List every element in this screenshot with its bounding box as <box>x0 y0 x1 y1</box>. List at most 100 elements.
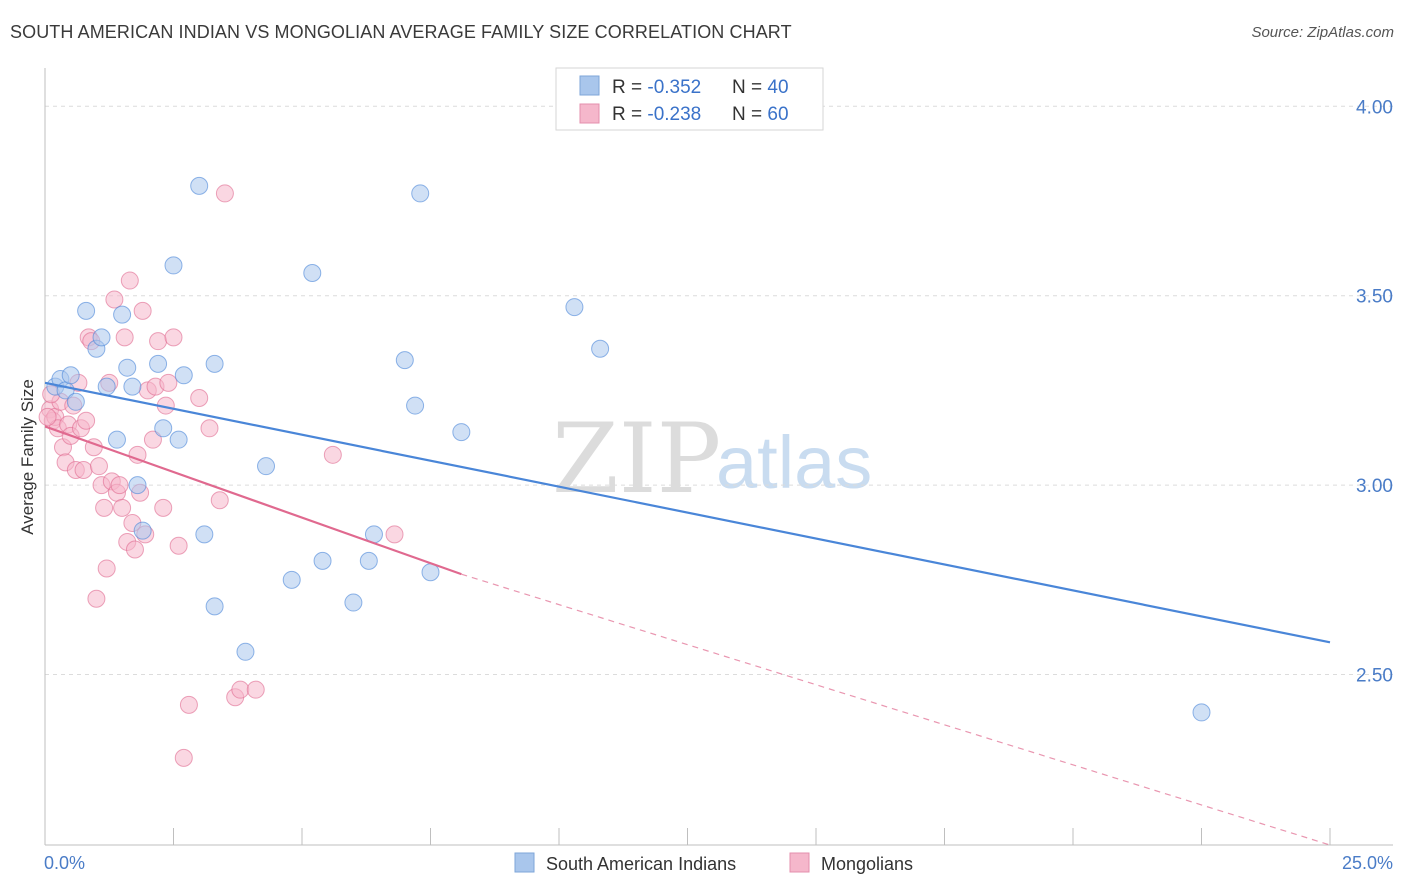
point-south-american-indians-32 <box>395 351 414 370</box>
point-south-american-indians-19 <box>174 366 193 385</box>
point-south-american-indians-17 <box>164 256 183 275</box>
point-south-american-indians-20 <box>190 176 209 195</box>
y-tick-label-3: 4.00 <box>1356 97 1393 118</box>
watermark-atlas: atlas <box>716 421 872 504</box>
point-mongolians-34 <box>128 445 147 464</box>
point-mongolians-13 <box>74 460 93 479</box>
legend-swatch-mongolians <box>579 103 600 124</box>
x-tick-label-max: 25.0% <box>1342 853 1393 873</box>
point-mongolians-51 <box>210 491 229 510</box>
point-mongolians-28 <box>113 498 132 517</box>
bottom-legend-label-south-american-indians: South American Indians <box>546 854 736 874</box>
point-south-american-indians-10 <box>113 305 132 324</box>
point-mongolians-57 <box>385 525 404 544</box>
point-mongolians-48 <box>179 695 198 714</box>
point-mongolians-22 <box>97 559 116 578</box>
bottom-legend-label-mongolians: Mongolians <box>821 854 913 874</box>
point-mongolians-56 <box>323 445 342 464</box>
legend-n-value-2: 60 <box>767 104 788 125</box>
point-south-american-indians-30 <box>359 551 378 570</box>
point-south-american-indians-11 <box>118 358 137 377</box>
point-south-american-indians-16 <box>154 419 173 438</box>
point-south-american-indians-27 <box>303 263 322 282</box>
legend-r-value-1: -0.352 <box>647 77 701 98</box>
point-south-american-indians-5 <box>77 301 96 320</box>
legend-box <box>555 67 824 131</box>
x-tick-label-min: 0.0% <box>44 853 85 873</box>
point-south-american-indians-7 <box>92 328 111 347</box>
trend-lines <box>44 381 1331 846</box>
y-tick-label-2: 3.50 <box>1356 287 1393 308</box>
series-legend: South American Indians Mongolians <box>514 852 913 874</box>
point-south-american-indians-18 <box>169 430 188 449</box>
legend-r-label-1: R = <box>612 77 647 98</box>
point-mongolians-45 <box>164 328 183 347</box>
point-mongolians-54 <box>231 680 250 699</box>
point-south-american-indians-29 <box>344 593 363 612</box>
point-mongolians-44 <box>159 373 178 392</box>
point-mongolians-50 <box>200 419 219 438</box>
trend-extension-mongolians <box>461 573 1331 846</box>
point-mongolians-27 <box>110 476 129 495</box>
point-south-american-indians-14 <box>133 521 152 540</box>
point-mongolians-41 <box>149 332 168 351</box>
point-mongolians-21 <box>95 498 114 517</box>
point-south-american-indians-25 <box>257 457 276 476</box>
point-mongolians-47 <box>174 748 193 767</box>
svg-text:N = 40: N = 40 <box>732 77 789 98</box>
point-mongolians-29 <box>115 328 134 347</box>
point-mongolians-18 <box>87 589 106 608</box>
trend-line-south-american-indians <box>44 381 1331 644</box>
point-south-american-indians-9 <box>107 430 126 449</box>
point-south-american-indians-13 <box>128 476 147 495</box>
svg-text:R = -0.238: R = -0.238 <box>612 104 701 125</box>
point-south-american-indians-24 <box>236 642 255 661</box>
point-mongolians-58 <box>38 407 57 426</box>
point-south-american-indians-37 <box>565 298 584 317</box>
point-south-american-indians-39 <box>1192 703 1211 722</box>
correlation-legend: R = -0.352 N = 40 R = -0.238 N = 60 <box>555 67 824 131</box>
point-mongolians-42 <box>154 498 173 517</box>
point-south-american-indians-34 <box>411 184 430 203</box>
point-mongolians-14 <box>77 411 96 430</box>
svg-text:R = -0.352: R = -0.352 <box>612 77 701 98</box>
point-south-american-indians-8 <box>97 377 116 396</box>
x-tick-marks <box>173 828 1331 845</box>
point-mongolians-36 <box>133 301 152 320</box>
y-tick-label-0: 2.50 <box>1356 666 1393 687</box>
bottom-legend-swatch-south-american-indians <box>514 852 535 873</box>
point-south-american-indians-12 <box>123 377 142 396</box>
grid-lines <box>45 105 1393 676</box>
data-points <box>38 176 1211 767</box>
point-mongolians-49 <box>190 388 209 407</box>
point-south-american-indians-3 <box>61 366 80 385</box>
point-mongolians-55 <box>246 680 265 699</box>
svg-text:N = 60: N = 60 <box>732 104 789 125</box>
point-south-american-indians-38 <box>591 339 610 358</box>
point-mongolians-25 <box>105 290 124 309</box>
chart-title: SOUTH AMERICAN INDIAN VS MONGOLIAN AVERA… <box>10 22 792 42</box>
point-mongolians-46 <box>169 536 188 555</box>
point-south-american-indians-22 <box>205 354 224 373</box>
point-mongolians-31 <box>120 271 139 290</box>
point-south-american-indians-23 <box>205 597 224 616</box>
trend-line-mongolians <box>44 425 462 576</box>
legend-swatch-south-american-indians <box>579 75 600 96</box>
bottom-legend-swatch-mongolians <box>789 852 810 873</box>
point-south-american-indians-4 <box>66 392 85 411</box>
point-mongolians-39 <box>143 430 162 449</box>
point-south-american-indians-28 <box>313 551 332 570</box>
source-label: Source: ZipAtlas.com <box>1251 24 1394 41</box>
y-tick-labels: 2.50 3.00 3.50 4.00 <box>1356 97 1393 686</box>
legend-n-label-1: N = <box>732 77 767 98</box>
point-south-american-indians-33 <box>406 396 425 415</box>
watermark-zip: ZIP <box>552 403 721 515</box>
legend-n-label-2: N = <box>732 104 767 125</box>
legend-r-label-2: R = <box>612 104 647 125</box>
point-south-american-indians-15 <box>149 354 168 373</box>
point-south-american-indians-36 <box>452 423 471 442</box>
y-tick-label-1: 3.00 <box>1356 476 1393 497</box>
point-south-american-indians-21 <box>195 525 214 544</box>
point-mongolians-52 <box>215 184 234 203</box>
